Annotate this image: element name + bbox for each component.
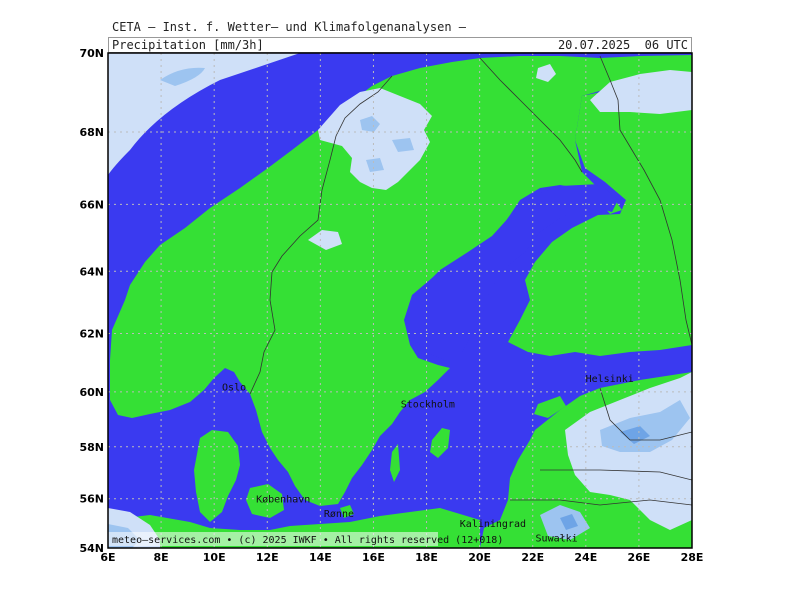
land-saaremaa (534, 396, 566, 418)
precip-area-baltics-medium (540, 400, 690, 540)
lon-tick-label: 16E (362, 551, 385, 564)
lon-tick-label: 24E (574, 551, 597, 564)
precip-area-lapland-medium (360, 116, 414, 172)
city-label: Rønne (324, 509, 354, 520)
lon-tick-label: 22E (521, 551, 544, 564)
lat-tick-label: 64N (79, 265, 104, 278)
border-baltics (510, 387, 692, 506)
lat-tick-label: 68N (79, 126, 104, 139)
precip-area-finnmark (536, 64, 556, 82)
precip-area-jamtland (308, 230, 342, 250)
lat-tick-label: 60N (79, 386, 104, 399)
city-label: Suwałki (536, 534, 578, 545)
land-gotland (430, 428, 450, 458)
lon-tick-label: 8E (154, 551, 169, 564)
lat-tick-label: 54N (79, 542, 104, 555)
footer-box (108, 532, 438, 546)
land-bornholm (340, 505, 354, 518)
axis-ticks: 6E 8E 10E 12E 14E 16E 18E 20E 22E 24E 26E 28E 54N 56N… (79, 47, 703, 564)
border-norway-sweden (249, 75, 393, 395)
valid-time-label: 20.07.2025 06 UTC (557, 38, 688, 52)
lon-tick-label: 10E (203, 551, 226, 564)
sea-gulf-of-bothnia (408, 184, 618, 360)
lon-tick-label: 14E (309, 551, 332, 564)
lon-tick-label: 28E (681, 551, 704, 564)
land-zealand (246, 484, 284, 518)
precip-area-ocean-patch (160, 67, 205, 86)
map-frame (107, 52, 693, 549)
precip-area-lapland (318, 88, 432, 190)
precip-area-kola (590, 70, 692, 114)
lon-tick-label: 20E (468, 551, 491, 564)
lat-tick-label: 62N (79, 328, 104, 341)
border-finland-russia (599, 55, 692, 346)
lat-tick-label: 70N (79, 47, 104, 60)
border-sweden-finland (479, 57, 583, 173)
city-label: Kaliningrad (460, 519, 526, 530)
land-finland (508, 80, 692, 356)
lat-lon-grid (108, 53, 692, 548)
lon-tick-label: 18E (415, 551, 438, 564)
lat-tick-label: 66N (79, 198, 104, 211)
precip-area-baltics-heavy (560, 426, 650, 530)
parameter-label: Precipitation [mm/3h] (112, 38, 264, 52)
lat-tick-label: 56N (79, 493, 104, 506)
footer-credit: meteo—services.com • (c) 2025 IWKF • All… (112, 535, 503, 546)
lon-tick-label: 6E (100, 551, 115, 564)
land-oland (390, 444, 400, 482)
precip-area-ocean (108, 53, 300, 175)
lon-tick-label: 12E (256, 551, 279, 564)
land-scandinavia (110, 55, 692, 506)
city-label: Helsinki (586, 374, 634, 385)
lat-tick-label: 58N (79, 441, 104, 454)
city-label: Stockholm (401, 399, 455, 410)
city-labels: Oslo Stockholm Helsinki København Rønne Kalin… (222, 374, 634, 544)
city-label: København (256, 494, 310, 505)
lon-tick-label: 26E (627, 551, 650, 564)
map-title: CETA — Inst. f. Wetter— und Klimafolgena… (112, 20, 467, 34)
city-label: Oslo (222, 383, 246, 394)
